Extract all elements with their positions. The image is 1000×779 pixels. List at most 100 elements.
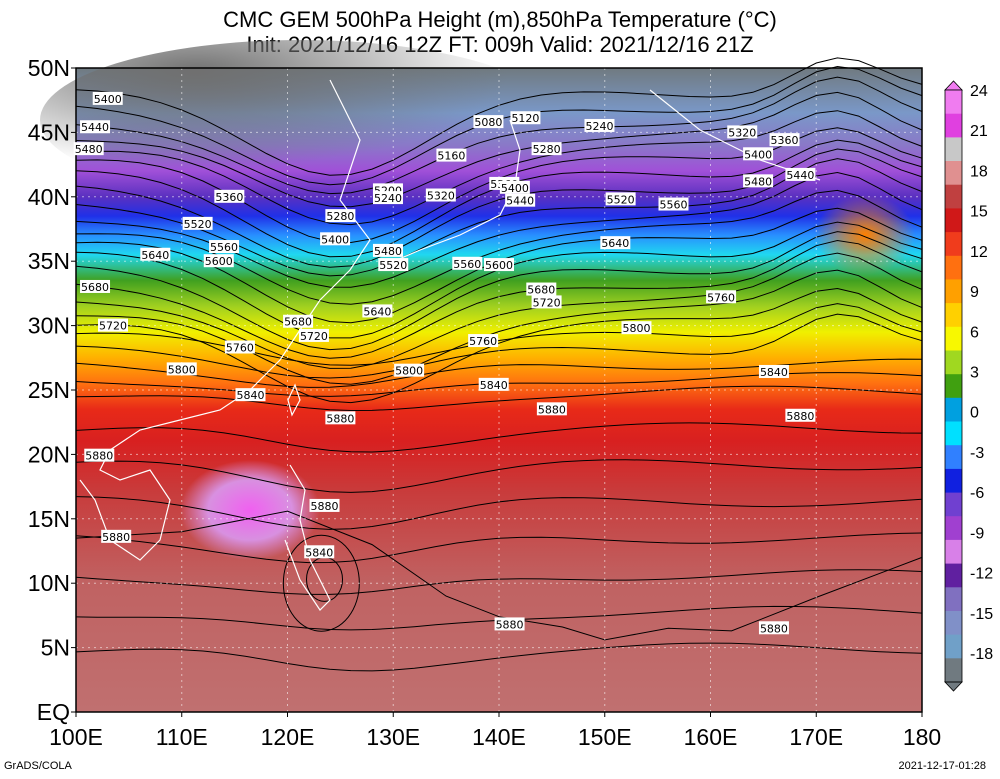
colorbar-labels: 24 21 18 15 12 9 6 3 0 -3 -6 -9 -12 -15 -18 xyxy=(970,83,993,663)
contour-label-text: 5640 xyxy=(141,249,169,262)
contour-label-text: 5600 xyxy=(205,255,233,268)
lat-label: 5N xyxy=(41,635,70,661)
lat-label: 40N xyxy=(28,184,70,210)
coastline-taiwan xyxy=(287,383,301,417)
lon-label: 120E xyxy=(261,724,315,750)
contour-label: 5440 xyxy=(785,167,816,182)
contour-label-bg xyxy=(473,115,504,129)
lon-label: 160E xyxy=(684,724,738,750)
contour-label-bg xyxy=(325,209,356,223)
contour-label-text: 5720 xyxy=(533,296,561,309)
map-title: CMC GEM 500hPa Height (m),850hPa Tempera… xyxy=(223,7,777,32)
contour-label-text: 5440 xyxy=(81,121,109,134)
contour-label: 5880 xyxy=(309,498,340,513)
contour-label-text: 5800 xyxy=(168,363,196,376)
contour-label-text: 5080 xyxy=(474,116,502,129)
colorbar-swatch xyxy=(945,184,962,209)
contour-label: 5880 xyxy=(84,448,115,463)
colorbar-label: 24 xyxy=(970,83,988,100)
contour-label-text: 5600 xyxy=(485,259,513,272)
contour-label: 5520 xyxy=(182,216,213,231)
contour-label-text: 5880 xyxy=(538,403,566,416)
colorbar-label: 3 xyxy=(970,365,979,382)
contour-label: 5640 xyxy=(600,236,631,250)
contour-label: 5600 xyxy=(203,254,234,268)
colorbar-swatch xyxy=(945,563,962,588)
contour-label: 5400 xyxy=(499,180,530,195)
colorbar-swatch xyxy=(945,90,962,115)
contour-label-bg xyxy=(362,304,393,318)
coastline-asia xyxy=(79,79,371,561)
contour-label-text: 5480 xyxy=(744,175,772,188)
height-contour-line xyxy=(75,158,923,277)
colorbar-label: -15 xyxy=(970,606,993,623)
contour-label: 5400 xyxy=(92,91,123,106)
contour-label-text: 5720 xyxy=(300,330,328,343)
colorbar-label: 9 xyxy=(970,284,979,301)
contour-label-bg xyxy=(758,364,789,378)
contour-label-text: 5840 xyxy=(480,379,508,392)
contour-label: 5240 xyxy=(584,118,615,133)
contour-label: 5880 xyxy=(536,402,567,416)
contour-label-bg xyxy=(531,295,562,309)
footer-credit: GrADS/COLA xyxy=(4,760,72,772)
contour-label: 5360 xyxy=(769,133,800,147)
lon-label: 170E xyxy=(789,724,843,750)
contour-label-text: 5640 xyxy=(601,237,629,250)
colorbar-swatch xyxy=(945,303,962,328)
footer-timestamp: 2021-12-17-01:28 xyxy=(898,760,986,772)
colorbar-swatch xyxy=(945,326,962,351)
colorbar-swatch xyxy=(945,587,962,612)
contour-label: 5320 xyxy=(425,188,456,203)
lon-label: 180 xyxy=(903,724,941,750)
coastline-japan xyxy=(384,119,521,266)
contour-label-bg xyxy=(600,236,631,250)
colorbar-label: 6 xyxy=(970,324,979,341)
height-contour-line xyxy=(75,459,923,493)
lat-label: 35N xyxy=(28,248,70,274)
coastline-philippines xyxy=(284,464,331,611)
height-contour-5880-south xyxy=(75,510,923,641)
contour-label-text: 5880 xyxy=(311,500,339,513)
colorbar-swatch xyxy=(945,350,962,375)
colorbar-swatch xyxy=(945,161,962,186)
colorbar-swatch xyxy=(945,113,962,138)
contour-label-text: 5520 xyxy=(379,259,407,272)
height-contour-line xyxy=(75,303,923,366)
contour-label-bg xyxy=(73,142,104,156)
lat-label: 25N xyxy=(28,377,70,403)
colorbar-label: 15 xyxy=(970,204,988,221)
contour-label: 5480 xyxy=(372,243,403,258)
contour-label-bg xyxy=(425,188,456,202)
colorbar-swatch xyxy=(945,492,962,517)
colorbar-label: -3 xyxy=(970,445,984,462)
contour-label-text: 5160 xyxy=(437,150,465,163)
contour-label-bg xyxy=(505,193,536,207)
contour-label-text: 5560 xyxy=(453,258,481,271)
contour-label: 5400 xyxy=(320,232,351,246)
contour-label: 5560 xyxy=(209,240,240,254)
contour-label-text: 5360 xyxy=(215,191,243,204)
contour-label: 5400 xyxy=(743,147,774,161)
contour-label: 5280 xyxy=(325,209,356,223)
contour-label-bg xyxy=(140,247,171,261)
contour-label-text: 5880 xyxy=(102,531,130,544)
colorbar-swatch xyxy=(945,445,962,470)
colorbar-top-arrow xyxy=(944,80,963,91)
colorbar-label: -18 xyxy=(970,646,993,663)
colorbar-bottom-arrow xyxy=(944,681,963,692)
contour-label-text: 5840 xyxy=(236,389,264,402)
contour-label-bg xyxy=(372,243,403,257)
contour-label: 5880 xyxy=(101,529,132,544)
contour-label-bg xyxy=(394,363,425,377)
contour-label: 5160 xyxy=(436,148,467,163)
contour-label: 5360 xyxy=(214,189,245,204)
contour-label: 5280 xyxy=(531,142,562,156)
contour-label-text: 5680 xyxy=(284,316,312,329)
contour-label: 5120 xyxy=(510,111,541,125)
contour-label-text: 5560 xyxy=(659,199,687,212)
contour-label: 5760 xyxy=(706,290,737,304)
contour-label: 5880 xyxy=(494,617,525,631)
contour-label-text: 5760 xyxy=(226,341,254,354)
